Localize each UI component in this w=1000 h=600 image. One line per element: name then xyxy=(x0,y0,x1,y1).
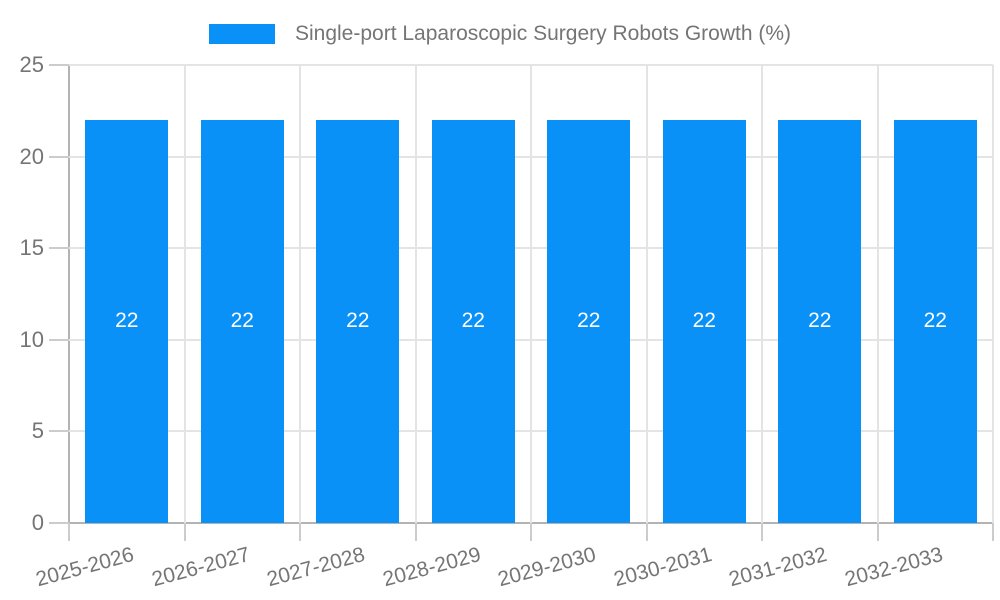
y-axis-tick-label: 10 xyxy=(19,326,44,352)
x-axis-tick xyxy=(992,523,994,541)
bar: 22 xyxy=(893,119,977,523)
x-axis-tick xyxy=(183,523,186,541)
x-axis-tick-label: 2032-2033 xyxy=(842,543,946,592)
v-gridline xyxy=(183,65,186,523)
x-axis-tick-label: 2030-2031 xyxy=(611,543,715,592)
bar: 22 xyxy=(316,119,400,523)
bar: 22 xyxy=(778,119,862,523)
x-axis-tick xyxy=(876,523,879,541)
x-axis-tick xyxy=(530,523,532,541)
y-axis-tick-label: 5 xyxy=(31,418,44,444)
y-axis-tick-label: 0 xyxy=(31,510,44,535)
bar-value-label: 22 xyxy=(115,309,139,333)
v-gridline xyxy=(876,65,879,523)
x-axis-tick xyxy=(68,523,70,541)
x-axis-tick-label: 2028-2029 xyxy=(380,543,484,592)
bar-value-label: 22 xyxy=(577,309,601,333)
y-axis-tick-label: 20 xyxy=(19,143,44,169)
x-axis-line xyxy=(49,522,993,524)
bar: 22 xyxy=(85,119,169,523)
y-axis-tick-label: 25 xyxy=(19,52,44,77)
x-axis-tick-label: 2027-2028 xyxy=(264,543,368,592)
x-axis-tick xyxy=(414,523,417,541)
legend-swatch-icon[interactable] xyxy=(208,24,275,44)
plot-area: 0 5 10 15 20 25 22 2025-2026 22 2026-2027 22 2027-2… xyxy=(20,52,994,591)
v-gridline xyxy=(299,65,301,523)
v-gridline xyxy=(992,65,994,523)
v-gridline xyxy=(530,65,532,523)
x-axis-tick xyxy=(761,523,763,541)
x-axis-tick-label: 2031-2032 xyxy=(726,543,830,592)
y-axis-tick-label: 15 xyxy=(19,235,44,261)
y-axis-tick xyxy=(49,430,69,433)
bar-value-label: 22 xyxy=(346,309,370,333)
x-axis-tick xyxy=(299,523,301,541)
bar-value-label: 22 xyxy=(461,309,485,333)
x-axis-tick xyxy=(645,523,648,541)
x-axis-tick-label: 2026-2027 xyxy=(149,543,253,592)
y-axis-line xyxy=(68,65,70,538)
bar-value-label: 22 xyxy=(923,309,947,333)
bar: 22 xyxy=(431,119,515,523)
y-axis-tick xyxy=(49,522,69,524)
bar: 22 xyxy=(200,119,284,523)
v-gridline xyxy=(414,65,417,523)
y-axis-tick xyxy=(49,155,69,158)
y-axis-tick xyxy=(49,247,69,250)
x-axis-tick-label: 2025-2026 xyxy=(33,543,137,592)
x-axis-tick-label: 2029-2030 xyxy=(495,543,599,592)
y-axis-tick xyxy=(49,338,69,341)
legend-label: Single-port Laparoscopic Surgery Robots … xyxy=(294,22,792,45)
bar-value-label: 22 xyxy=(808,309,832,333)
bar: 22 xyxy=(662,119,746,523)
bar-value-label: 22 xyxy=(230,309,254,333)
bar-value-label: 22 xyxy=(692,309,716,333)
bar: 22 xyxy=(547,119,631,523)
v-gridline xyxy=(761,65,763,523)
y-axis-tick xyxy=(49,64,69,66)
v-gridline xyxy=(645,65,648,523)
legend[interactable]: Single-port Laparoscopic Surgery Robots … xyxy=(0,21,1000,47)
